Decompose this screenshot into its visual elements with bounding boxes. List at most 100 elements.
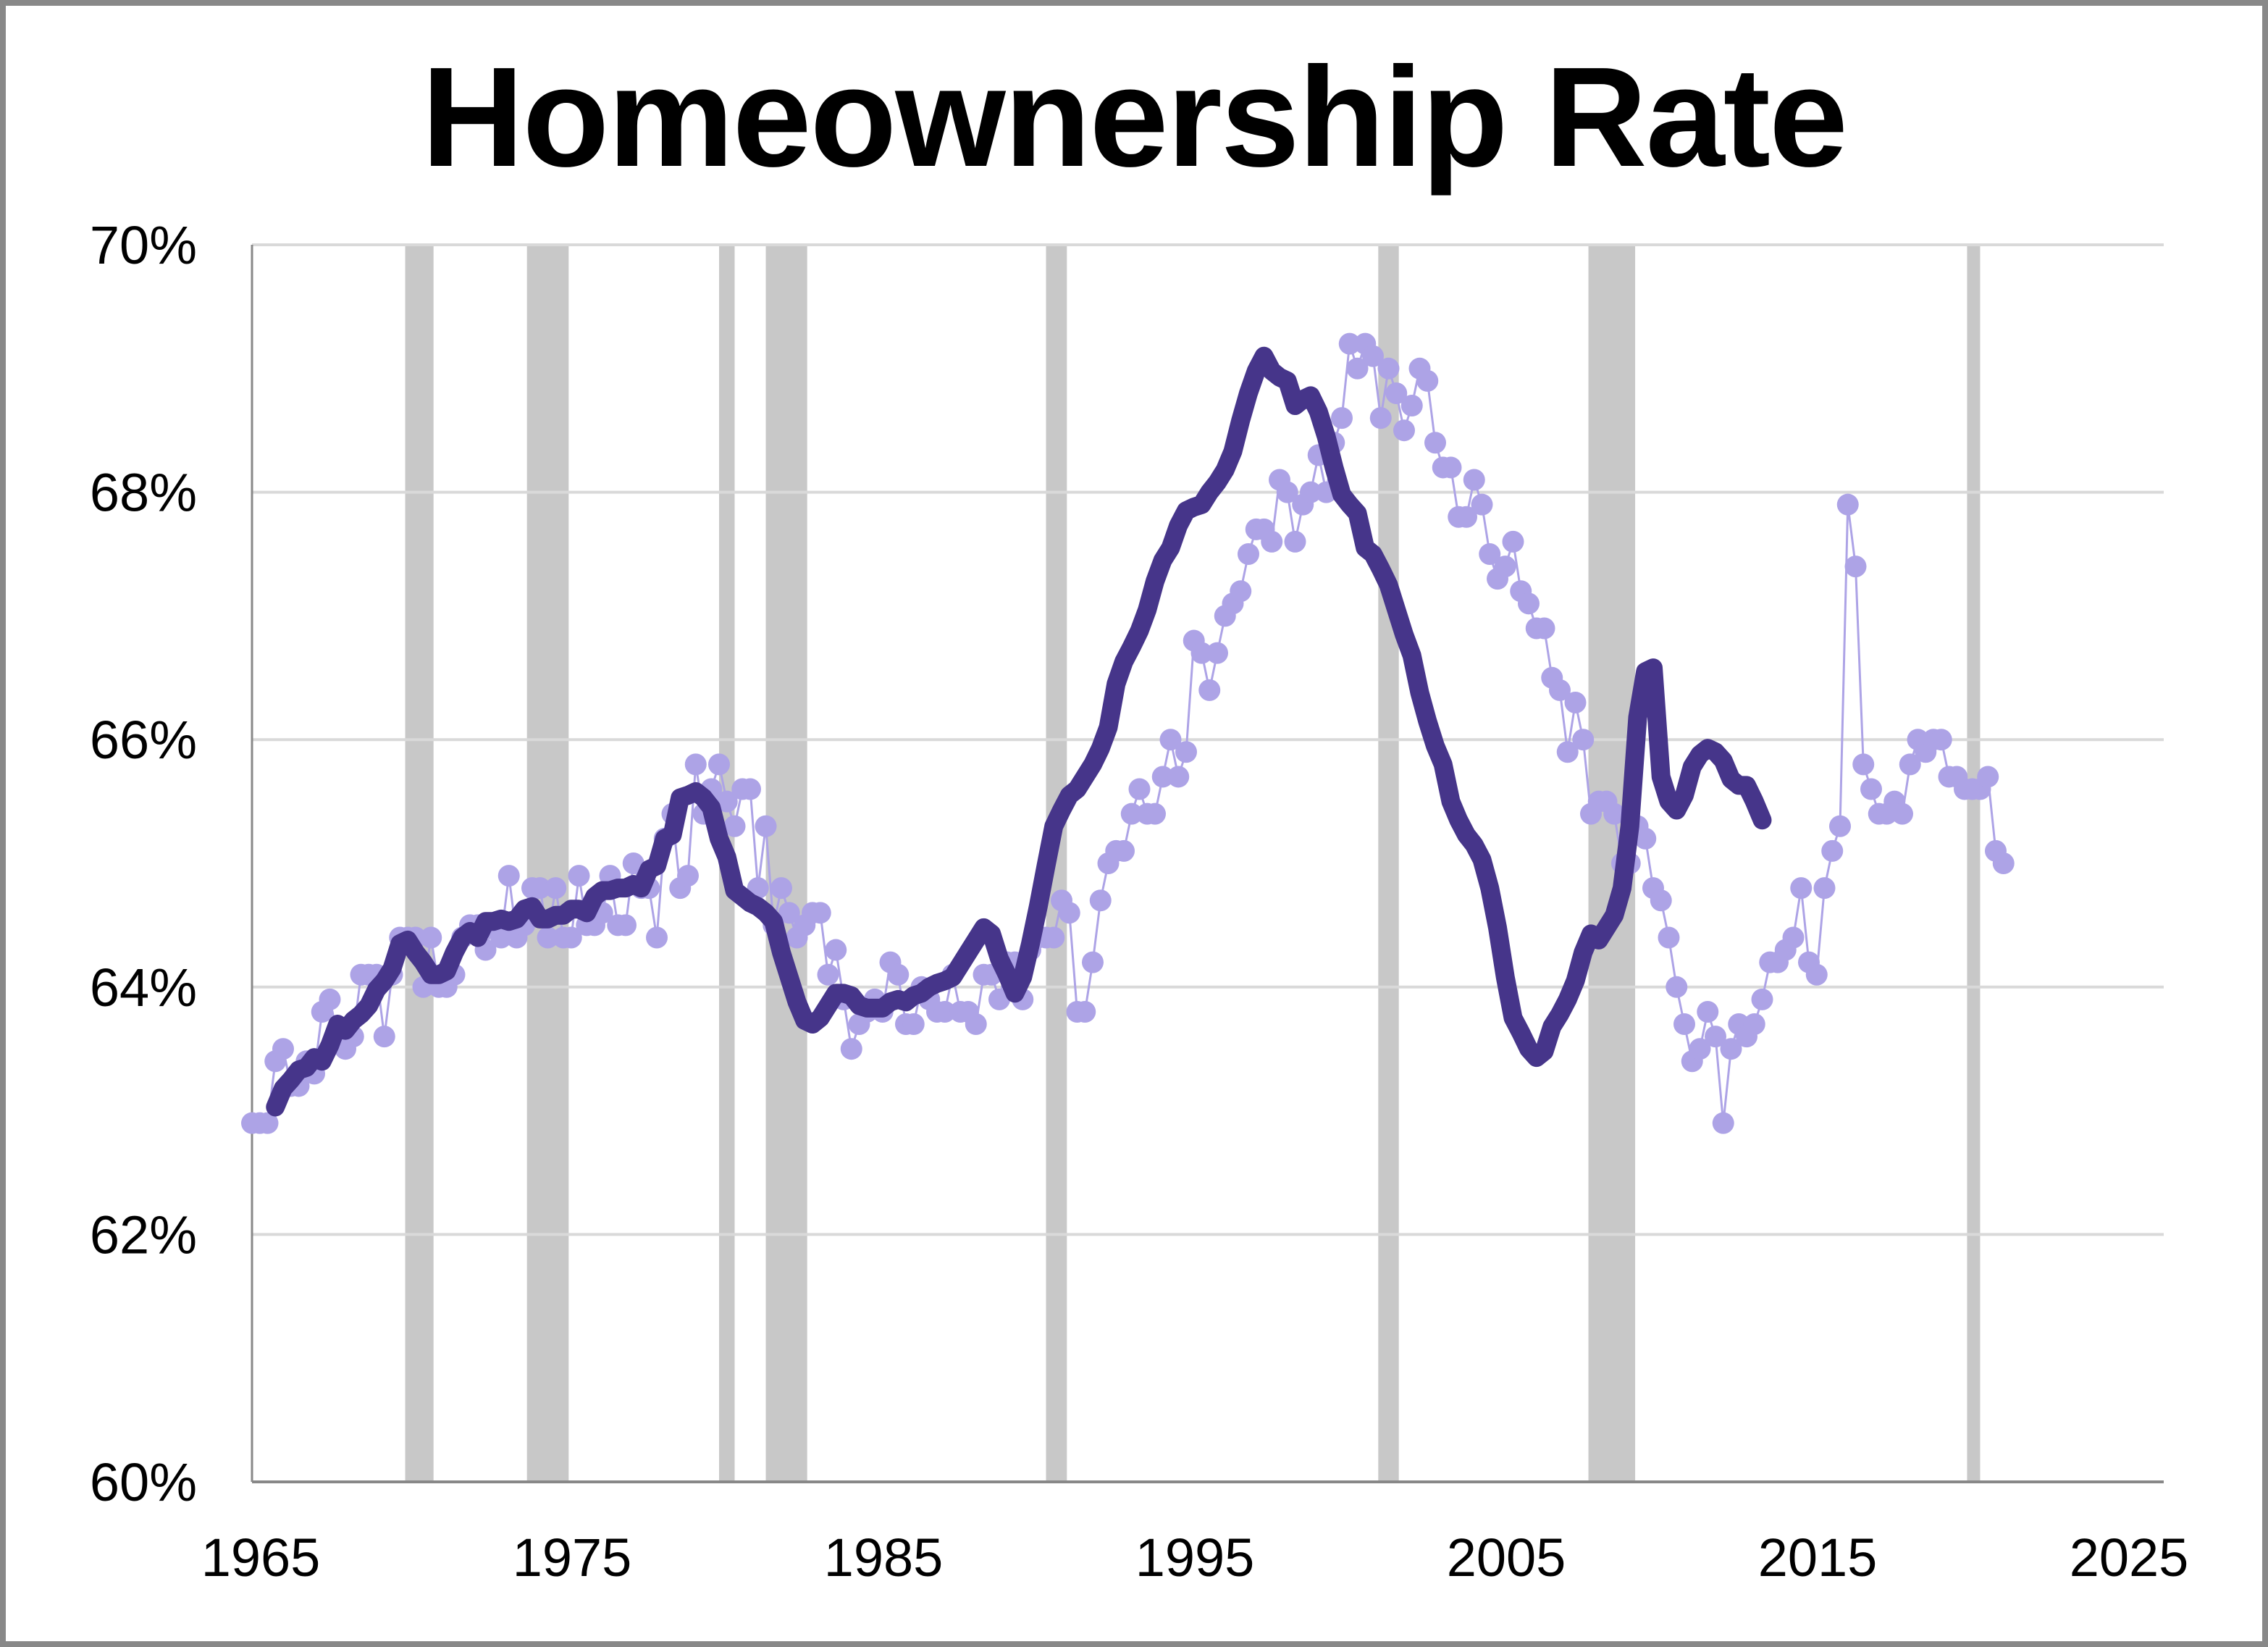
x-tick-label: 2005 [1447,1527,1566,1588]
data-point [1977,766,1999,788]
data-point [778,902,800,924]
data-point [1549,679,1571,701]
data-point [1751,988,1773,1010]
data-point [1089,889,1112,912]
data-point [1634,827,1657,850]
data-point [1720,1038,1742,1060]
data-point [1790,877,1813,900]
data-point [537,926,559,949]
data-point [1805,963,1828,986]
data-point [1666,976,1688,998]
data-point [1120,802,1143,825]
data-point [817,963,839,986]
y-axis-ticks: 60% 62% 64% 66% 68% 70% [90,215,197,1512]
data-point [1151,766,1174,788]
data-point [568,865,590,887]
data-point [529,877,551,900]
data-point [490,926,512,949]
data-point [1338,332,1361,355]
data-point [1346,357,1369,380]
data-point [1369,407,1392,429]
quarterly-series [241,332,2015,1134]
x-tick-label: 2015 [1758,1527,1878,1588]
data-point [1377,357,1400,380]
data-point [1190,642,1213,664]
data-point [1705,1026,1726,1048]
chart-title: Homeownership Rate [421,38,1848,196]
x-tick-label: 1995 [1135,1527,1255,1588]
data-point [545,877,567,900]
data-point [646,926,668,949]
data-point [1564,691,1587,713]
x-tick-label: 1965 [201,1527,321,1588]
data-point [1463,469,1485,491]
data-point [272,1038,294,1060]
data-point [1261,530,1283,553]
recession-bar [1967,245,1981,1482]
y-tick-label: 60% [90,1452,197,1512]
x-tick-label: 1975 [513,1527,632,1588]
data-point [1393,419,1415,442]
quarterly-connector [252,341,2005,1125]
data-point [1058,902,1080,924]
data-point [1198,679,1221,701]
data-point [1230,580,1252,603]
data-point [1159,729,1182,751]
recession-bar [1378,245,1399,1482]
data-point [1206,642,1228,664]
recession-bar [526,245,569,1482]
data-point [1782,926,1805,949]
data-point [887,963,910,986]
data-point [708,753,730,776]
data-point [1556,741,1579,763]
data-point [715,790,738,813]
x-tick-label: 2025 [2070,1527,2189,1588]
data-point [1860,778,1882,800]
data-point [1400,395,1423,417]
data-point [902,1013,925,1036]
data-point [1385,382,1408,404]
data-point [1416,369,1439,392]
y-tick-label: 66% [90,710,197,770]
data-point [497,865,520,887]
recession-bar [405,245,434,1482]
y-tick-label: 64% [90,957,197,1018]
data-point [840,1038,862,1060]
data-point [988,988,1010,1010]
data-point [933,1000,956,1023]
data-point [1829,815,1851,837]
data-point [684,753,707,776]
data-point [1836,493,1859,516]
data-point [1331,407,1353,429]
y-tick-label: 62% [90,1204,197,1265]
data-point [1650,889,1672,912]
data-point [1144,802,1166,825]
data-point [1082,951,1104,973]
data-point [1471,493,1493,516]
data-point [1502,530,1524,553]
data-point [1852,753,1875,776]
data-point [1743,1013,1765,1036]
data-point [677,865,699,887]
data-point [1697,1000,1719,1023]
data-point [1603,802,1626,825]
data-point [1043,926,1065,949]
data-point [965,1013,987,1036]
data-point [622,852,644,874]
data-point [1533,617,1555,640]
data-point [1362,345,1384,367]
data-point [1238,543,1259,565]
data-point [1456,506,1477,528]
data-point [1113,839,1135,862]
moving-average-line [266,346,1772,1117]
data-point [1572,729,1595,751]
data-point [1167,766,1190,788]
data-point [755,815,777,837]
data-point [1899,753,1921,776]
data-point [1518,592,1540,615]
data-point [256,1112,279,1134]
data-point [825,939,847,961]
data-point [1992,852,2015,874]
data-point [319,988,341,1010]
